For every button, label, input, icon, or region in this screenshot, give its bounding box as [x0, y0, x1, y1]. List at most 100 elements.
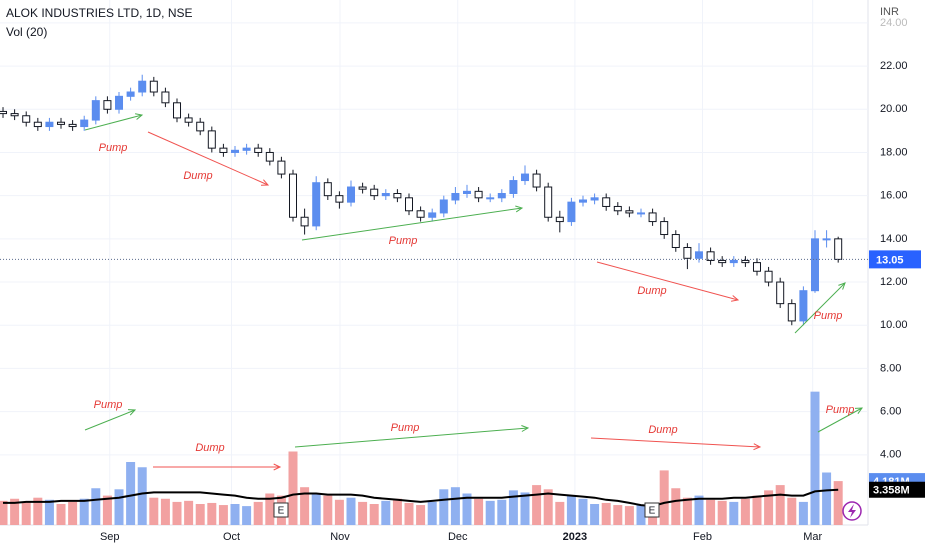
- annotation-arrowhead: [515, 205, 524, 213]
- candle-body: [474, 190, 483, 199]
- y-tick-label: 12.00: [880, 276, 908, 288]
- volume-bar: [33, 497, 43, 525]
- candle-body: [729, 259, 738, 264]
- candle-body: [532, 173, 541, 188]
- candle-body: [161, 91, 170, 104]
- candle-body: [613, 205, 622, 212]
- volume-bar: [160, 498, 170, 525]
- annotation-arrow: [817, 407, 863, 433]
- volume-bar: [311, 493, 321, 525]
- earnings-marker: [644, 502, 660, 518]
- volume-bar: [300, 487, 310, 525]
- earnings-label: E: [649, 506, 656, 517]
- candle-body: [115, 95, 124, 110]
- candle-body: [520, 173, 529, 182]
- volume-bar: [44, 499, 54, 525]
- volume-bar: [566, 495, 576, 525]
- x-tick-label: Dec: [448, 531, 468, 543]
- volume-bar: [450, 487, 460, 525]
- candle-body: [741, 259, 750, 264]
- volume-bar: [717, 500, 727, 525]
- volume-bar: [79, 498, 89, 525]
- candle-body: [834, 238, 843, 260]
- lightning-icon[interactable]: [842, 501, 862, 521]
- candle-body: [323, 182, 332, 197]
- candle-body: [231, 149, 240, 153]
- candle-body: [381, 193, 390, 197]
- candle-body: [173, 102, 182, 119]
- y-tick-label: 16.00: [880, 190, 908, 202]
- candle-body: [799, 290, 808, 322]
- annotation-arrowhead: [260, 179, 270, 186]
- y-tick-label: 8.00: [880, 362, 901, 374]
- candle-body: [497, 193, 506, 199]
- candle-body: [300, 216, 309, 227]
- volume-bar: [822, 472, 832, 525]
- volume-bar: [659, 470, 669, 525]
- annotation-arrowhead: [273, 463, 282, 471]
- candle-body: [590, 197, 599, 201]
- candle-body: [219, 147, 228, 153]
- candle-body: [289, 173, 298, 218]
- candle-body: [718, 259, 727, 264]
- icon-bolt[interactable]: [848, 504, 856, 518]
- plot: E E Pump Dump Pump Dump Pump Pump Dump Pump Dump Pu…: [0, 0, 868, 525]
- candle-body: [810, 238, 819, 292]
- y-tick-label: 18.00: [880, 146, 908, 158]
- volume-tag: 3.358M: [873, 485, 910, 497]
- volume-bar: [242, 506, 252, 525]
- candle-body: [347, 186, 356, 203]
- volume-bar: [706, 499, 716, 525]
- volume-bar: [102, 495, 112, 525]
- candle-body: [636, 212, 645, 215]
- indicator-label: Vol (20): [6, 25, 47, 39]
- x-tick-label: Sep: [100, 531, 120, 543]
- volume-bar: [578, 498, 588, 525]
- candle-body: [602, 197, 611, 207]
- volume-bar: [195, 504, 205, 525]
- candle-body: [265, 151, 274, 162]
- volume-bar: [21, 501, 31, 525]
- x-tick-label: Feb: [693, 531, 712, 543]
- candle-body: [312, 182, 321, 227]
- candle-body: [358, 186, 367, 190]
- volume-bar: [334, 499, 344, 525]
- annotation-arrow: [590, 437, 761, 448]
- y-tick-label: 10.00: [880, 319, 908, 331]
- x-tick-label: Oct: [223, 531, 240, 543]
- annotation-arrow: [301, 207, 523, 241]
- volume-bar: [810, 391, 820, 525]
- candle-body: [126, 91, 135, 97]
- y-tick-label: 22.00: [880, 60, 908, 72]
- candle-body: [22, 115, 31, 123]
- candle-body: [544, 186, 553, 218]
- candle-body: [277, 160, 286, 175]
- volume-bar: [427, 501, 437, 525]
- volume-bar: [416, 505, 426, 525]
- candle-body: [68, 123, 77, 128]
- candle-body: [764, 270, 773, 283]
- volume-bar: [230, 504, 240, 525]
- candle-body: [428, 212, 437, 218]
- annotation: Pump: [391, 422, 420, 434]
- candle-body: [671, 234, 680, 248]
- x-tick-label: Nov: [330, 531, 350, 543]
- volume-bar: [752, 495, 762, 525]
- volume-bar: [381, 500, 391, 525]
- candle-body: [80, 119, 89, 128]
- candle-body: [648, 212, 657, 223]
- volume-tag-bg: [869, 481, 925, 498]
- candle-body: [451, 193, 460, 201]
- candle-body: [393, 193, 402, 199]
- candle-body: [486, 197, 495, 200]
- volume-bar: [137, 467, 147, 525]
- volume-bar: [833, 481, 843, 525]
- candle-body: [752, 262, 761, 272]
- candle-body: [370, 188, 379, 197]
- y-tick-label: 4.00: [880, 449, 901, 461]
- volume-bar: [172, 501, 182, 525]
- volume-bar: [787, 497, 797, 525]
- annotation-arrowhead: [731, 295, 740, 302]
- candle-body: [10, 113, 19, 117]
